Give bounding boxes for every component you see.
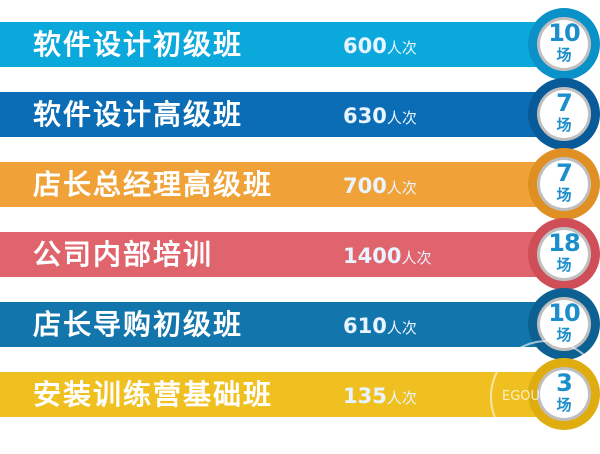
count-value: 610 [343,314,387,338]
row-bar [0,302,545,347]
sessions-badge: 10 场 [528,8,600,80]
count-unit: 人次 [401,249,432,267]
sessions-badge: 7 场 [528,148,600,220]
attendee-count: 600人次 [343,34,417,60]
attendee-count: 700人次 [343,174,417,200]
sessions-value: 7 [556,159,573,187]
training-row: 店长总经理高级班 700人次 7 场 [0,140,600,220]
count-value: 700 [343,174,387,198]
attendee-count: 135人次 [343,384,417,410]
attendee-count: 630人次 [343,104,417,130]
course-title: 安装训练营基础班 [33,378,274,411]
sessions-value: 7 [556,89,573,117]
count-value: 1400 [343,244,402,268]
count-unit: 人次 [386,179,417,197]
sessions-badge-inner: 18 场 [537,227,591,281]
sessions-value: 10 [548,299,580,327]
sessions-badge-inner: 10 场 [537,17,591,71]
count-unit: 人次 [386,319,417,337]
sessions-unit: 场 [556,256,572,274]
row-bar [0,22,545,67]
count-value: 135 [343,384,387,408]
count-unit: 人次 [386,39,417,57]
course-title: 店长总经理高级班 [33,168,274,201]
sessions-value: 18 [548,229,580,257]
sessions-badge: 18 场 [528,218,600,290]
sessions-unit: 场 [556,116,572,134]
watermark-seal: EGOU [490,340,600,454]
attendee-count: 1400人次 [343,244,431,270]
sessions-value: 10 [548,19,580,47]
training-row: 公司内部培训 1400人次 18 场 [0,210,600,290]
training-row: 软件设计初级班 600人次 10 场 [0,0,600,80]
sessions-badge: 7 场 [528,78,600,150]
course-title: 软件设计初级班 [33,28,244,61]
count-unit: 人次 [386,389,417,407]
count-unit: 人次 [386,109,417,127]
training-row: 店长导购初级班 610人次 10 场 [0,280,600,360]
sessions-unit: 场 [556,186,572,204]
course-title: 公司内部培训 [33,238,214,271]
course-title: 软件设计高级班 [33,98,244,131]
row-bar [0,162,545,207]
row-bar [0,232,545,277]
attendee-count: 610人次 [343,314,417,340]
row-bar [0,372,545,417]
row-bar [0,92,545,137]
training-row: 软件设计高级班 630人次 7 场 [0,70,600,150]
course-title: 店长导购初级班 [33,308,244,341]
sessions-badge-inner: 7 场 [537,87,591,141]
sessions-unit: 场 [556,46,572,64]
sessions-badge-inner: 7 场 [537,157,591,211]
count-value: 630 [343,104,387,128]
sessions-unit: 场 [556,326,572,344]
count-value: 600 [343,34,387,58]
